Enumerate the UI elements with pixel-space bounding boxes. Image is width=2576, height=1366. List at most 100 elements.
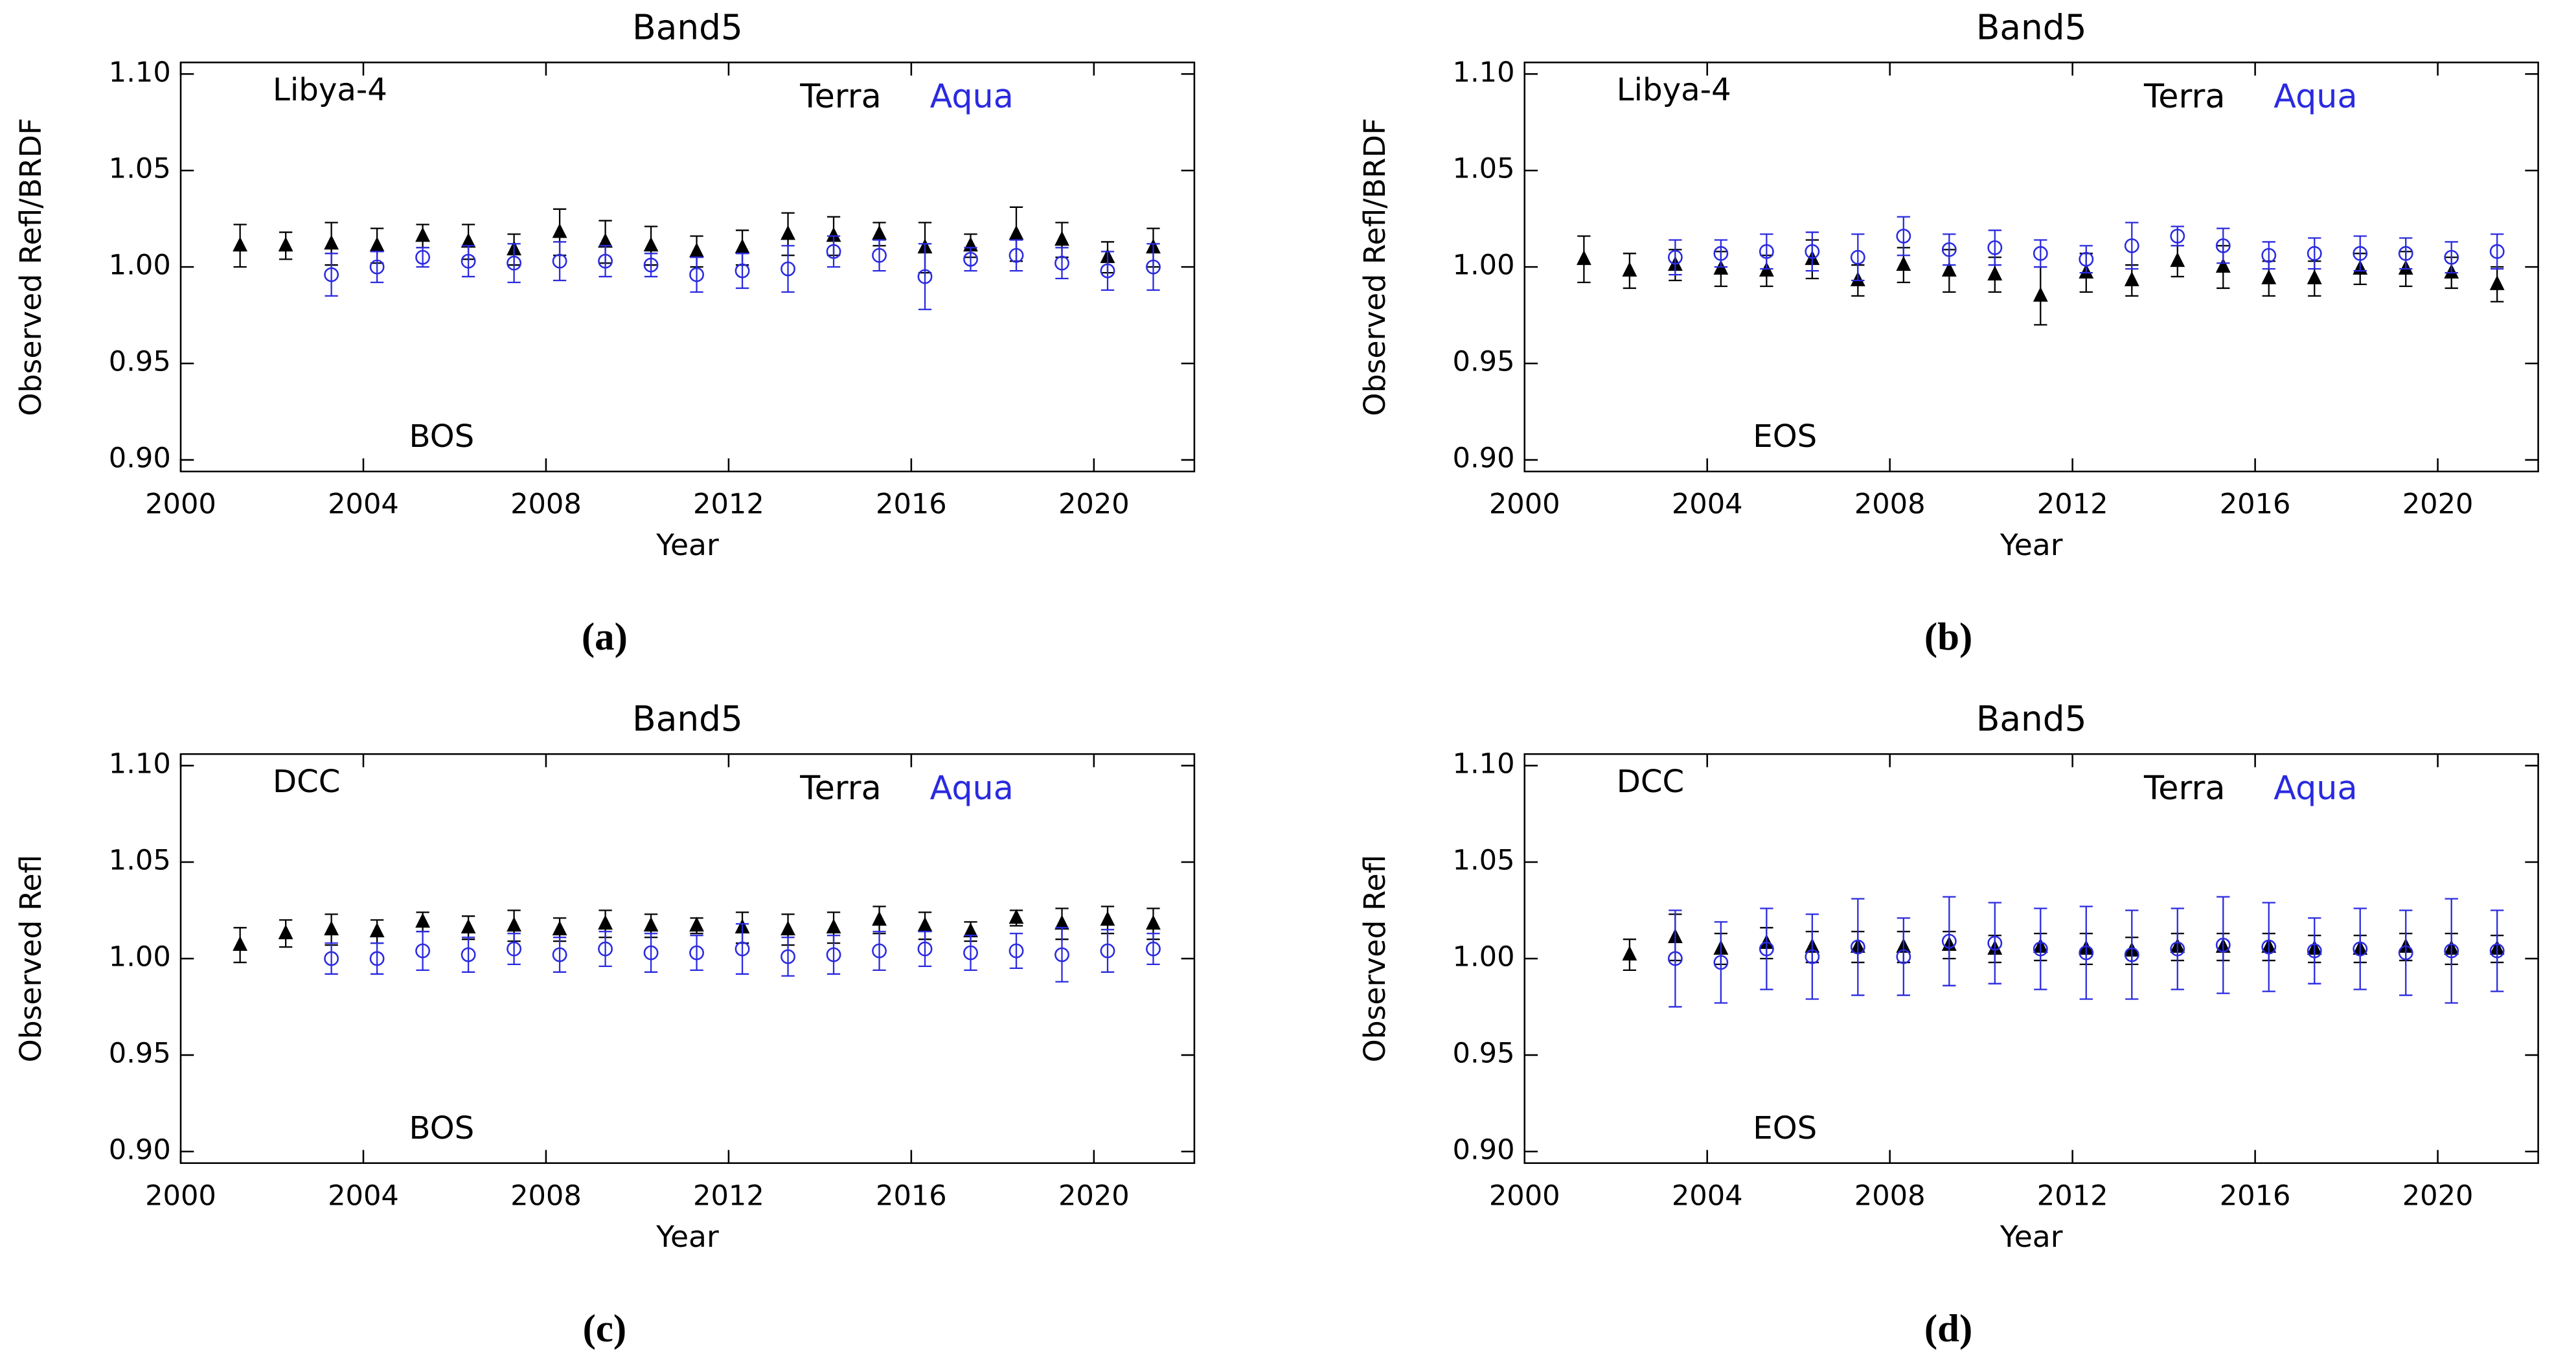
y-tick-label: 0.90	[1453, 1133, 1515, 1166]
marker	[415, 227, 431, 242]
marker	[507, 255, 522, 271]
marker	[598, 915, 613, 930]
error-bar	[735, 253, 749, 290]
x-axis-label: Year	[655, 1220, 719, 1254]
marker	[1054, 231, 1069, 246]
marker	[2353, 245, 2368, 261]
marker	[1009, 943, 1024, 959]
error-bar	[2445, 898, 2458, 1004]
marker	[2353, 941, 2368, 957]
x-tick-label: 2000	[145, 488, 216, 521]
marker	[689, 242, 704, 258]
marker	[917, 269, 933, 284]
marker	[735, 263, 750, 279]
marker	[826, 947, 841, 962]
error-bar	[1669, 909, 1682, 1008]
marker	[963, 251, 978, 267]
legend-entry: Terra	[799, 769, 881, 807]
marker	[369, 236, 385, 252]
error-bar	[370, 942, 384, 975]
marker	[415, 913, 431, 928]
error-bar	[2353, 907, 2367, 990]
marker	[643, 945, 659, 961]
error-bar	[1851, 233, 1865, 282]
marker	[415, 249, 431, 265]
marker	[1713, 955, 1729, 970]
marker	[872, 247, 887, 263]
error-bar	[964, 935, 977, 971]
error-bar	[2399, 237, 2413, 270]
y-tick-label: 1.00	[1453, 940, 1515, 973]
y-tick-label: 0.95	[1453, 346, 1515, 378]
chart-title: Band5	[632, 7, 743, 47]
marker	[872, 225, 887, 240]
error-bar	[1009, 239, 1023, 272]
y-tick-label: 0.95	[109, 1037, 171, 1069]
marker	[552, 947, 567, 962]
error-bar	[1100, 929, 1115, 973]
x-tick-label: 2004	[328, 488, 399, 521]
mission-label: EOS	[1753, 1110, 1817, 1146]
mission-label: EOS	[1753, 418, 1817, 455]
error-bar	[416, 931, 429, 971]
marker	[2398, 945, 2413, 961]
marker	[415, 943, 431, 959]
marker	[1941, 262, 1957, 277]
x-axis-label: Year	[655, 528, 719, 562]
legend-entry: Terra	[2143, 769, 2225, 807]
x-axis-label: Year	[2000, 528, 2063, 562]
marker	[2215, 258, 2231, 273]
x-tick-label: 2004	[1672, 488, 1743, 521]
marker	[917, 941, 933, 957]
marker	[1054, 915, 1069, 930]
error-bar	[598, 931, 612, 968]
error-bar	[918, 931, 932, 968]
caption: (d)	[1924, 1307, 1972, 1350]
marker	[735, 941, 750, 957]
error-bar	[2491, 909, 2504, 992]
y-tick-label: 1.10	[1453, 748, 1515, 780]
marker	[1100, 263, 1115, 279]
x-tick-label: 2016	[876, 1180, 947, 1212]
marker	[781, 949, 795, 964]
y-tick-label: 1.10	[1453, 56, 1515, 89]
marker	[1054, 255, 1069, 271]
caption: (c)	[583, 1307, 627, 1350]
error-bar	[2262, 241, 2275, 270]
marker	[2079, 251, 2094, 267]
error-bar	[507, 933, 521, 966]
y-tick-label: 1.00	[109, 940, 171, 973]
error-bar	[2262, 902, 2275, 992]
error-bar	[1897, 917, 1910, 996]
marker	[689, 916, 704, 932]
marker	[2307, 943, 2322, 959]
y-tick-label: 1.05	[1453, 153, 1515, 185]
marker	[1622, 262, 1637, 277]
marker	[1987, 240, 2003, 255]
x-tick-label: 2000	[145, 1180, 216, 1212]
marker	[1009, 225, 1024, 240]
mission-label: BOS	[409, 418, 475, 455]
marker	[1009, 909, 1024, 924]
marker	[1805, 244, 1820, 259]
x-tick-label: 2008	[1854, 488, 1926, 521]
error-bar	[2034, 239, 2047, 268]
x-tick-label: 2008	[510, 488, 582, 521]
error-bar	[2445, 241, 2458, 274]
marker	[2033, 941, 2048, 957]
marker	[2170, 229, 2185, 244]
x-tick-label: 2000	[1489, 1180, 1560, 1212]
error-bar	[1714, 239, 1727, 268]
site-label: Libya-4	[273, 72, 387, 108]
error-bar	[461, 937, 475, 973]
x-tick-label: 2008	[510, 1180, 582, 1212]
error-bar	[872, 931, 886, 971]
marker	[1146, 259, 1161, 275]
marker	[1987, 935, 2003, 951]
error-bar	[2079, 905, 2093, 1000]
legend-entry: Aqua	[930, 77, 1014, 115]
marker	[1896, 949, 1911, 964]
marker	[369, 922, 385, 938]
error-bar	[1943, 896, 1956, 986]
